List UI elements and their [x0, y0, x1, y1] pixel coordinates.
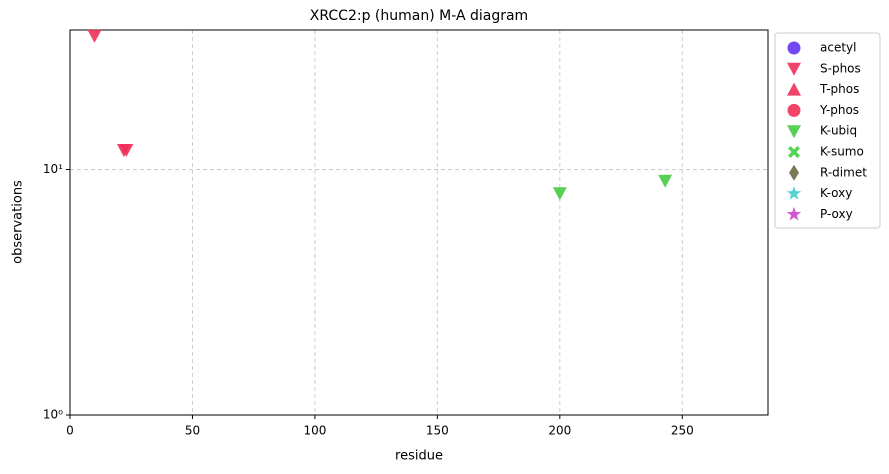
legend-marker: [786, 206, 802, 221]
legend-marker: [787, 41, 801, 55]
legend-label: Y-phos: [819, 103, 859, 117]
x-axis-label: residue: [395, 449, 443, 464]
plot-frame: [69, 29, 769, 416]
legend-marker: [787, 62, 801, 76]
x-tick-label: 250: [671, 424, 694, 438]
y-tick-label: 10¹: [43, 162, 63, 176]
legend-label: acetyl: [820, 41, 856, 55]
legend-box: [774, 32, 881, 229]
y-tick-label: 10⁰: [43, 408, 63, 422]
legend-marker: [789, 164, 799, 181]
legend-label: K-ubiq: [820, 124, 857, 138]
point: [119, 144, 134, 158]
legend-marker: [787, 103, 801, 117]
x-tick-label: 100: [303, 424, 326, 438]
x-tick-label: 150: [426, 424, 449, 438]
legend-label: S-phos: [820, 61, 861, 75]
point: [87, 29, 102, 43]
legend-label: K-oxy: [820, 186, 852, 200]
point: [658, 174, 673, 188]
legend-label: T-phos: [819, 82, 859, 96]
x-tick-label: 200: [548, 424, 571, 438]
legend-marker: [786, 186, 802, 200]
y-axis-label: observations: [11, 180, 26, 264]
legend-label: R-dimet: [820, 165, 867, 179]
legend-label: P-oxy: [820, 207, 853, 221]
legend-marker: [787, 82, 801, 96]
legend-marker: [787, 125, 801, 139]
legend-marker: [788, 146, 800, 158]
x-tick-label: 50: [185, 424, 200, 438]
chart-title: XRCC2:p (human) M-A diagram: [310, 8, 528, 24]
point: [552, 187, 567, 201]
x-tick-label: 0: [66, 424, 74, 438]
legend-label: K-sumo: [820, 145, 864, 159]
